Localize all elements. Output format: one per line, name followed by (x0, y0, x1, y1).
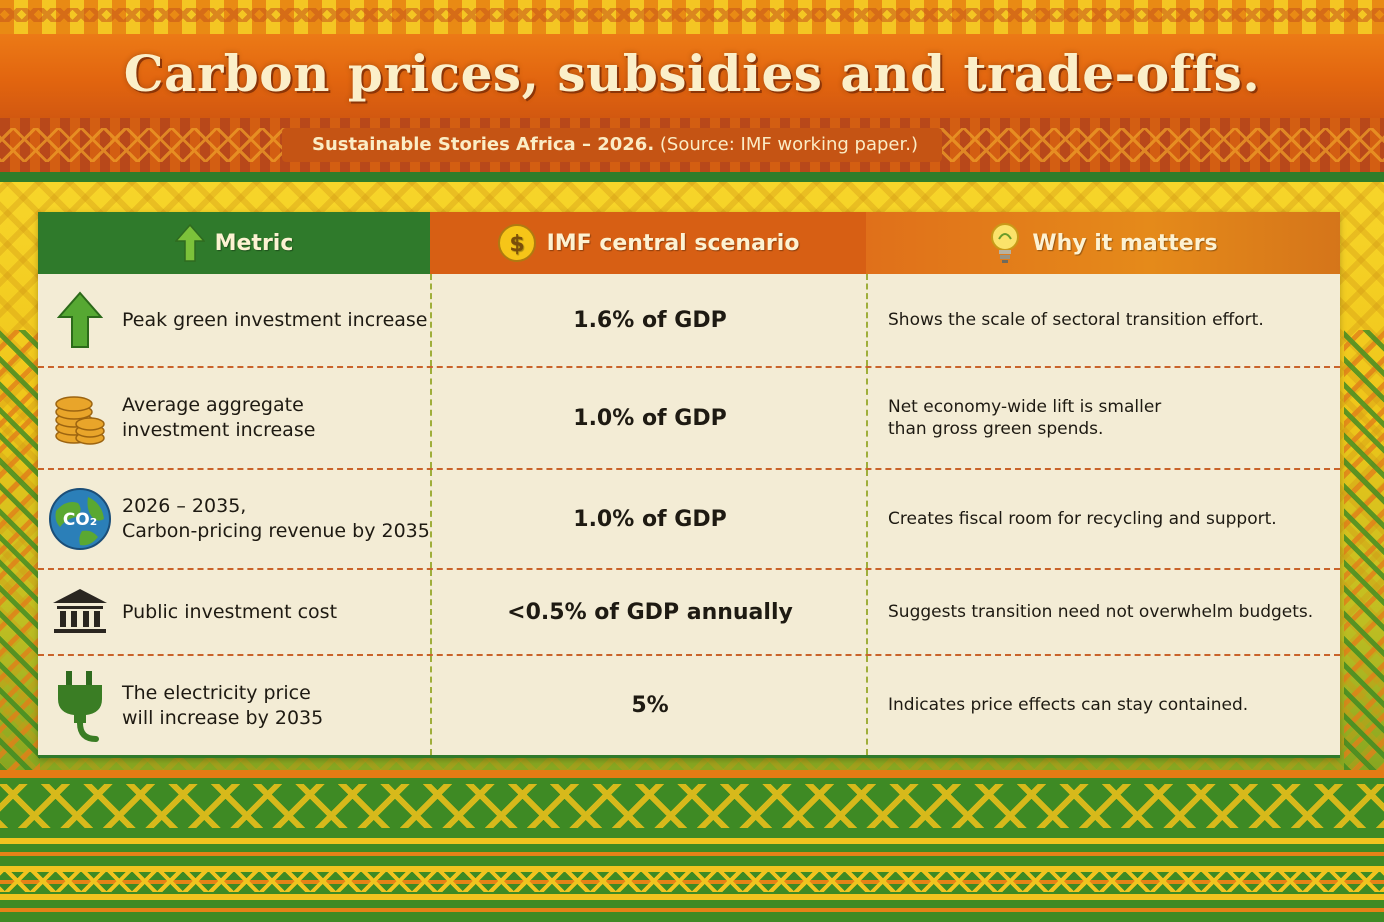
metric-cell: Peak green investment increase (38, 274, 430, 366)
green-strip (0, 172, 1384, 182)
column-header-label: Why it matters (1032, 230, 1218, 256)
right-side-pattern (1344, 330, 1384, 770)
column-header-label: Metric (214, 230, 294, 256)
page-subtitle: Sustainable Stories Africa – 2026. (Sour… (0, 134, 1230, 155)
coin-stack-icon (38, 388, 122, 448)
why-cell: Creates fiscal room for recycling and su… (866, 470, 1342, 568)
why-cell: Net economy-wide lift is smaller than gr… (866, 368, 1342, 468)
column-header-metric: Metric (38, 212, 430, 274)
scenario-value: <0.5% of GDP annually (507, 599, 793, 625)
subtitle-source: (Source: IMF working paper.) (654, 134, 918, 155)
metric-label: Public investment cost (122, 600, 338, 623)
metric-cell: Public investment cost (38, 570, 430, 654)
up-arrow-icon (174, 223, 205, 263)
metric-label: Peak green investment increase (122, 308, 428, 331)
subtitle-bold: Sustainable Stories Africa – 2026. (311, 134, 655, 155)
value-cell: 1.6% of GDP (430, 274, 868, 366)
metric-label: 2026 – 2035, Carbon-pricing revenue by 2… (122, 495, 430, 542)
table-row: Average aggregate investment increase 1.… (38, 368, 1340, 470)
metric-cell: CO₂ 2026 – 2035, Carbon-pricing revenue … (38, 470, 430, 568)
top-pattern-band (0, 0, 1384, 34)
page-title: Carbon prices, subsidies and trade-offs. (123, 44, 1261, 103)
green-arrow-up-icon (38, 291, 122, 349)
column-header-why: Why it matters (866, 212, 1340, 274)
co2-globe-icon: CO₂ (38, 487, 122, 551)
metric-cell: The electricity price will increase by 2… (38, 656, 430, 755)
why-text: Creates fiscal room for recycling and su… (888, 508, 1277, 529)
why-cell: Indicates price effects can stay contain… (866, 656, 1342, 755)
scenario-value: 1.6% of GDP (573, 307, 727, 333)
value-cell: 1.0% of GDP (430, 368, 868, 468)
bank-building-icon (38, 587, 122, 637)
why-text: Shows the scale of sectoral transition e… (888, 309, 1264, 330)
table-row: Public investment cost <0.5% of GDP annu… (38, 570, 1340, 656)
scenario-value: 5% (631, 693, 669, 718)
table-row: CO₂ 2026 – 2035, Carbon-pricing revenue … (38, 470, 1340, 570)
scenario-value: 1.0% of GDP (573, 506, 727, 532)
co2-label: CO₂ (63, 510, 97, 530)
metric-cell: Average aggregate investment increase (38, 368, 430, 468)
table-header: Metric $ IMF central scenario Why it mat… (38, 212, 1340, 274)
table-row: The electricity price will increase by 2… (38, 656, 1340, 758)
table-row: Peak green investment increase 1.6% of G… (38, 274, 1340, 368)
svg-text:$: $ (509, 232, 524, 257)
scenario-value: 1.0% of GDP (573, 405, 727, 431)
why-cell: Suggests transition need not overwhelm b… (866, 570, 1342, 654)
lightbulb-icon (988, 221, 1022, 265)
subtitle-pill (282, 128, 942, 162)
value-cell: 5% (430, 656, 868, 755)
metrics-table: Metric $ IMF central scenario Why it mat… (38, 212, 1340, 758)
why-text: Suggests transition need not overwhelm b… (888, 601, 1314, 622)
metric-label: Average aggregate investment increase (122, 394, 316, 441)
electric-plug-icon (38, 669, 122, 743)
why-text: Indicates price effects can stay contain… (888, 695, 1249, 716)
dollar-coin-icon: $ (497, 223, 537, 263)
column-header-label: IMF central scenario (546, 230, 800, 256)
column-header-imf: $ IMF central scenario (430, 212, 866, 274)
bottom-diamond-pattern (0, 784, 1384, 828)
why-cell: Shows the scale of sectoral transition e… (866, 274, 1342, 366)
left-side-pattern (0, 330, 40, 770)
why-text: Net economy-wide lift is smaller than gr… (888, 396, 1162, 439)
value-cell: <0.5% of GDP annually (430, 570, 868, 654)
metric-label: The electricity price will increase by 2… (122, 681, 324, 729)
bottom-stripe-pattern (0, 838, 1384, 922)
value-cell: 1.0% of GDP (430, 470, 868, 568)
title-band (0, 34, 1384, 118)
